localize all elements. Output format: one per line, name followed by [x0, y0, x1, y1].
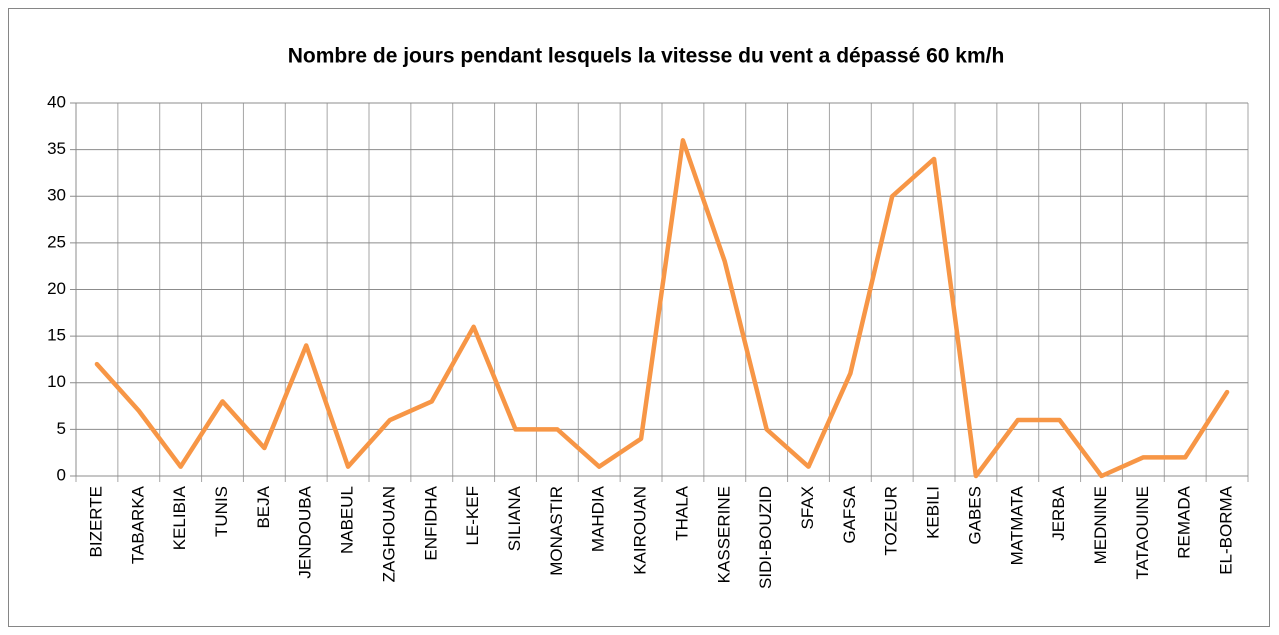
y-tick-label: 15 — [47, 326, 66, 345]
y-tick-label: 35 — [47, 139, 66, 158]
data-line — [94, 138, 1230, 479]
x-tick-label: GAFSA — [840, 485, 859, 543]
x-tick-label: LE-KEF — [463, 486, 482, 546]
x-tick-label: KEBILI — [924, 486, 943, 539]
y-tick-label: 10 — [47, 372, 66, 391]
chart-title: Nombre de jours pendant lesquels la vite… — [288, 45, 1005, 68]
x-tick-label: SILIANA — [505, 485, 524, 551]
x-tick-label: TUNIS — [212, 486, 231, 537]
x-tick-label: MONASTIR — [547, 486, 566, 576]
y-tick-label: 40 — [47, 92, 66, 111]
x-tick-label: JENDOUBA — [296, 485, 315, 578]
x-tick-label: TATAOUINE — [1133, 486, 1152, 580]
x-tick-label: TOZEUR — [882, 486, 901, 556]
x-tick-label: ZAGHOUAN — [379, 486, 398, 582]
x-tick-label: SFAX — [798, 486, 817, 529]
x-tick-label: MATMATA — [1007, 485, 1026, 565]
x-tick-label: KASSERINE — [714, 486, 733, 583]
x-tick-label: GABES — [965, 486, 984, 545]
x-tick-label: REMADA — [1175, 485, 1194, 558]
y-tick-label: 30 — [47, 186, 66, 205]
x-tick-label: NABEUL — [338, 486, 357, 554]
y-tick-label: 5 — [57, 419, 66, 438]
x-tick-label: BEJA — [254, 485, 273, 528]
x-tick-label: EL-BORMA — [1217, 485, 1236, 574]
y-tick-label: 0 — [57, 465, 66, 484]
chart-border — [8, 8, 1270, 627]
y-tick-label: 20 — [47, 279, 66, 298]
x-tick-label: KELIBIA — [170, 485, 189, 550]
x-tick-label: SIDI-BOUZID — [756, 486, 775, 589]
x-tick-label: JERBA — [1049, 485, 1068, 540]
x-tick-label: MEDNINE — [1091, 486, 1110, 564]
x-tick-label: MAHDIA — [589, 485, 608, 552]
x-tick-label: THALA — [672, 485, 691, 540]
x-tick-label: BIZERTE — [86, 486, 105, 557]
y-tick-label: 25 — [47, 232, 66, 251]
x-tick-label: TABARKA — [128, 485, 147, 564]
x-tick-label: ENFIDHA — [421, 485, 440, 560]
x-tick-label: KAIROUAN — [631, 486, 650, 575]
